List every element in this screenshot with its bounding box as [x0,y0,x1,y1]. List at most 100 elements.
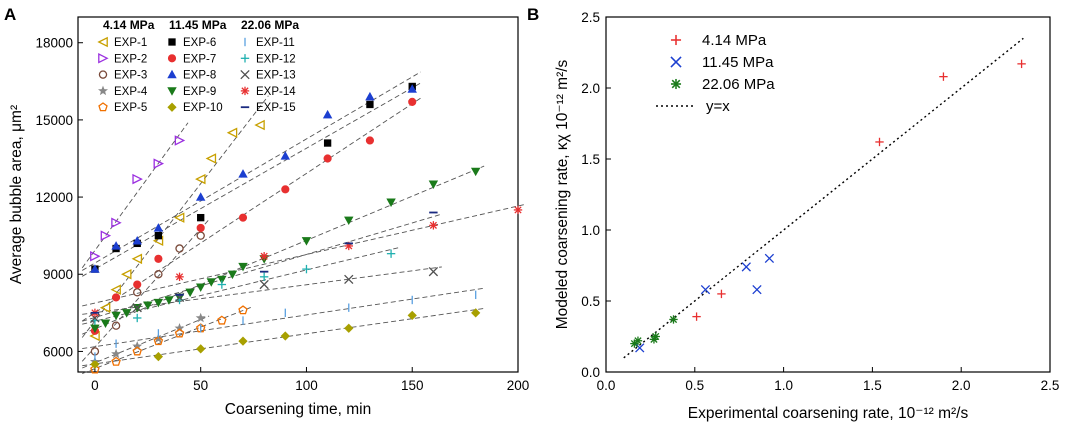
legend-marker [168,38,176,46]
data-point [428,267,439,277]
data-point [386,198,396,208]
fit-line [82,246,400,325]
data-point [121,309,132,318]
data-point [366,100,374,109]
data-point [153,298,164,308]
legend-label: EXP-10 [183,102,223,114]
data-point [407,84,417,93]
legend-label: EXP-14 [256,86,296,98]
data-point [174,328,185,338]
legend-header: 22.06 MPa [241,18,299,32]
data-point [344,274,354,285]
legend-marker [97,36,108,48]
plot-frame-b [605,16,1051,373]
reference-line-yx [623,37,1024,359]
data-point [323,139,332,147]
data-point [175,244,184,253]
data-point [111,348,122,359]
data-point [195,192,206,201]
data-point [227,270,238,280]
data-point [717,289,726,299]
data-point [131,253,143,265]
axis-ticks-a: 0 50 100 150 200 6000 9000 12000 15000 18000 [35,36,529,393]
legend-marker [98,70,108,79]
data-point [153,351,164,362]
data-point [281,185,290,194]
data-point [939,72,948,81]
y-tick-label-a: 9000 [43,267,73,282]
data-point [428,180,439,190]
legend-label: EXP-7 [183,53,216,65]
data-point [238,213,248,222]
x-axis-label-b: Experimental coarsening rate, 10⁻¹² m²/s [688,405,969,422]
legend-marker [240,86,250,96]
data-point [133,288,142,297]
x-axis-label-a: Coarsening time, min [225,401,371,418]
data-point [197,213,205,222]
data-point [90,364,100,374]
data-point [111,356,121,366]
data-point [206,278,216,287]
y-tick-label-b: 2.5 [581,10,600,25]
y-tick-label-a: 6000 [43,344,73,359]
data-point [365,91,375,101]
data-point [429,221,438,230]
data-point [700,284,711,295]
data-point [90,359,100,369]
data-point [513,205,523,215]
legend-label: 11.45 MPa [702,54,774,71]
y-tick-label-a: 15000 [35,113,73,128]
data-point [238,169,248,178]
data-point [174,323,185,333]
data-point [205,153,217,164]
data-point [132,341,143,351]
y-tick-label-b: 1.5 [581,152,600,167]
y-tick-label-b: 0.0 [581,365,600,380]
data-point [195,283,206,292]
fit-line [82,306,252,374]
data-point [173,212,185,223]
data-point [110,284,121,295]
x-tick-label-a: 100 [295,378,318,393]
data-point [90,324,100,334]
legend-label: EXP-12 [256,53,296,65]
data-point [764,253,775,264]
panel-label-b: B [527,5,539,24]
x-tick-label-a: 0 [91,378,99,393]
fit-line [82,266,442,315]
fit-line [82,71,421,271]
y-tick-label-a: 12000 [35,190,73,205]
fit-line [81,97,421,322]
legend-marker [167,54,177,63]
legend-marker [670,78,682,90]
data-point [196,344,206,354]
data-point [238,262,248,272]
data-point [111,217,122,229]
legend-a: 4.14 MPa 11.45 MPa 22.06 MPa EXP-1 EXP-2 EXP-… [97,18,299,114]
data-point [407,310,417,321]
data-point [322,109,333,119]
data-point [100,319,111,328]
data-point [470,167,481,177]
data-point [635,343,645,353]
legend-label: EXP-4 [114,86,148,98]
data-point [741,262,751,272]
data-point [143,301,153,310]
data-point [133,313,142,323]
data-point [153,333,164,343]
axis-ticks-b: 0.0 0.5 1.0 1.5 2.0 2.5 0.0 0.5 1.0 1.5 2.0 2.5 [581,10,1059,393]
fit-lines-a [81,71,527,374]
legend-label: EXP-15 [256,102,296,114]
data-point [302,264,311,274]
data-point [132,173,143,185]
data-point [875,137,884,147]
legend-marker [167,69,177,79]
data-point [280,151,291,160]
data-point [111,241,121,250]
legend-marker [98,53,109,64]
data-point [217,315,227,325]
fit-line [82,287,485,350]
data-point [99,302,111,313]
fit-line [82,203,527,307]
